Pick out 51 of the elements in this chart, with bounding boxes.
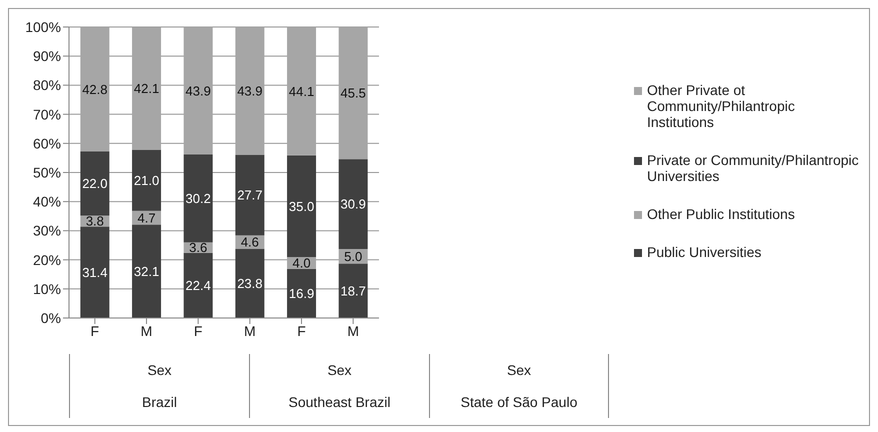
data-label: 23.8 xyxy=(237,276,263,291)
data-label: 5.0 xyxy=(344,248,362,264)
y-tick-label: 40% xyxy=(32,194,61,210)
y-tick-label: 50% xyxy=(32,164,61,180)
data-label: 4.7 xyxy=(137,210,156,226)
data-label: 44.1 xyxy=(288,84,314,99)
data-label: 43.9 xyxy=(186,83,211,98)
y-tick-label: 0% xyxy=(40,310,61,326)
data-label: 3.6 xyxy=(189,240,208,256)
legend-label: Other Public Institutions xyxy=(647,206,795,222)
text: Sex xyxy=(249,354,429,386)
x-tick-label: M xyxy=(244,322,256,339)
data-label: 32.1 xyxy=(134,264,160,279)
y-tick-label: 80% xyxy=(32,77,61,94)
data-label: 4.6 xyxy=(240,234,259,250)
text: State of São Paulo xyxy=(429,386,609,418)
data-label: 22.0 xyxy=(82,176,108,192)
data-label: 35.0 xyxy=(288,198,314,214)
y-tick-label: 90% xyxy=(32,48,61,64)
data-label: 31.4 xyxy=(82,264,108,280)
y-tick-label: 60% xyxy=(32,135,61,152)
data-label: 21.0 xyxy=(134,172,160,188)
y-tick-label: 30% xyxy=(32,222,61,239)
legend-label: Public Universities xyxy=(647,244,762,260)
data-label: 3.8 xyxy=(86,214,104,229)
legend-label: Other Private ot Community/Philantropic Institutions xyxy=(647,82,796,130)
x-tick-label: M xyxy=(140,322,152,339)
y-tick-label: 10% xyxy=(32,280,61,297)
text: Southeast Brazil xyxy=(249,386,429,418)
data-label: 22.4 xyxy=(186,278,211,294)
x-tick-label: F xyxy=(90,322,100,339)
data-label: 27.7 xyxy=(237,188,263,203)
x-tick-label: F xyxy=(194,322,202,339)
data-label: 18.7 xyxy=(340,283,366,298)
text: Brazil xyxy=(69,386,249,418)
y-tick-label: 70% xyxy=(32,106,61,122)
data-label: 45.5 xyxy=(340,86,366,101)
data-label: 30.9 xyxy=(340,196,366,212)
data-label: 42.8 xyxy=(82,82,108,97)
legend-label: Private or Community/Philantropic Universities xyxy=(647,152,860,184)
data-label: 16.9 xyxy=(288,286,314,302)
text: Sex xyxy=(429,354,609,386)
text: Sex xyxy=(69,354,249,386)
data-label: 43.9 xyxy=(237,83,263,98)
x-tick-label: F xyxy=(297,322,306,339)
y-tick-label: 20% xyxy=(32,252,61,268)
data-label: 30.2 xyxy=(186,191,211,206)
data-label: 42.1 xyxy=(134,81,160,96)
x-tick-label: M xyxy=(347,322,360,339)
data-label: 4.0 xyxy=(292,256,311,271)
y-tick-label: 100% xyxy=(25,18,61,35)
